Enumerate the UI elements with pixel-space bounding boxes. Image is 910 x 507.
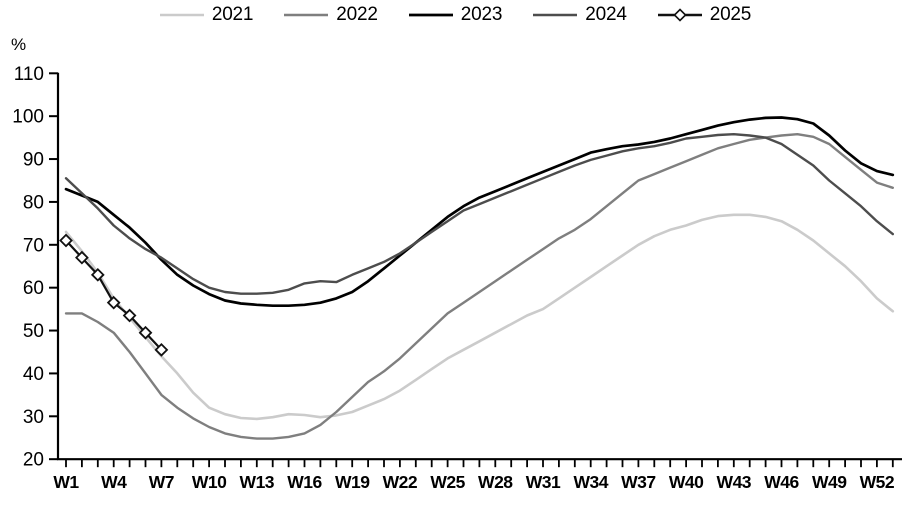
legend-label-2021: 2021 (211, 4, 254, 25)
x-tick-label: W31 (526, 472, 561, 492)
y-tick-label: 110 (14, 64, 44, 85)
diamond-marker (154, 342, 169, 357)
diamond-marker (75, 250, 89, 265)
legend-item-2024: 2024 (532, 4, 627, 26)
legend-swatch-2023 (408, 13, 453, 17)
x-tick-label: W10 (192, 472, 227, 492)
series-2023 (64, 116, 895, 308)
x-tick-label: W7 (149, 472, 174, 492)
x-tick-label: W16 (287, 472, 322, 492)
legend-item-2025: 2025 (657, 4, 751, 26)
x-tick-label: W34 (573, 472, 608, 492)
series-2024 (64, 132, 894, 295)
y-tick-label: 30 (23, 407, 44, 428)
x-tick-label: W28 (478, 472, 513, 492)
series-2021 (64, 213, 895, 421)
legend-label-2023: 2023 (460, 4, 503, 25)
legend-label-2022: 2022 (336, 4, 378, 25)
x-tick-label: W4 (101, 472, 127, 492)
diamond-marker (59, 233, 73, 248)
legend-label-2024: 2024 (585, 4, 627, 25)
x-tick-label: W19 (335, 472, 370, 492)
legend-item-2021: 2021 (159, 4, 253, 26)
chart-legend: 2021 2022 2023 2024 2025 (0, 4, 910, 26)
diamond-marker (122, 308, 137, 323)
x-tick-label: W52 (860, 472, 895, 492)
y-axis-unit-label: % (11, 35, 26, 54)
y-tick-label: 60 (23, 278, 44, 299)
legend-swatch-2021 (159, 13, 204, 17)
diamond-marker (138, 325, 153, 340)
x-axis: W1 W4 W7 W10 W13 W16 W19 W22 W25 W28 W31 W34 W37 W40 W… (53, 459, 895, 492)
y-tick-label: 40 (23, 364, 44, 385)
legend-label-2025: 2025 (709, 4, 752, 25)
diamond-marker (90, 267, 105, 282)
x-tick-label: W13 (240, 472, 275, 492)
series-2025 (59, 233, 169, 357)
legend-item-2022: 2022 (283, 4, 378, 26)
axes (56, 72, 902, 461)
x-tick-label: W22 (383, 472, 418, 492)
legend-swatch-2025 (657, 8, 702, 22)
series-2022 (64, 132, 894, 440)
y-tick-label: 90 (23, 150, 44, 171)
x-tick-label: W1 (53, 472, 79, 492)
legend-swatch-2024 (533, 13, 578, 17)
x-tick-label: W43 (717, 472, 752, 492)
x-tick-label: W46 (764, 472, 799, 492)
legend-diamond-icon (673, 8, 687, 22)
y-axis: 20 30 40 50 60 70 80 90 100 110 (12, 64, 58, 471)
y-tick-label: 20 (23, 450, 44, 471)
y-tick-label: 80 (23, 192, 44, 213)
y-tick-label: 70 (23, 235, 44, 256)
diamond-marker (106, 295, 121, 310)
x-tick-label: W40 (669, 472, 704, 492)
legend-item-2023: 2023 (408, 4, 502, 26)
x-tick-label: W49 (812, 472, 847, 492)
x-tick-label: W37 (621, 472, 655, 492)
x-tick-label: W25 (430, 472, 465, 492)
y-tick-label: 50 (23, 321, 44, 342)
y-tick-label: 100 (12, 107, 44, 128)
legend-swatch-2022 (284, 13, 329, 17)
